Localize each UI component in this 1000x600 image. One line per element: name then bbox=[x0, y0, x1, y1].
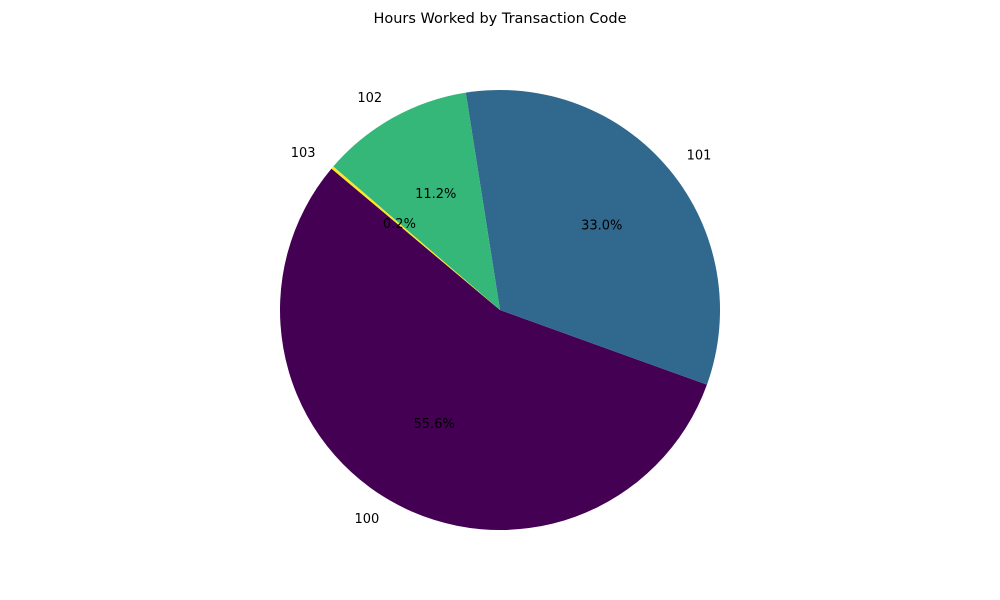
pie-slice-100 bbox=[279, 168, 707, 531]
percent-label-103: 0.2% bbox=[383, 217, 416, 232]
category-label-100: 100 bbox=[354, 512, 379, 527]
pie-slice-101 bbox=[465, 89, 721, 385]
pie-slice-103 bbox=[331, 166, 500, 310]
category-label-101: 101 bbox=[687, 148, 712, 163]
chart-title: Hours Worked by Transaction Code bbox=[373, 11, 627, 27]
category-label-102: 102 bbox=[357, 91, 382, 106]
pie-slice-102 bbox=[333, 92, 500, 310]
pie-labels: 100 55.6% 101 33.0% 102 11.2% 103 0.2% bbox=[291, 91, 712, 527]
category-label-103: 103 bbox=[291, 146, 316, 161]
percent-label-102: 11.2% bbox=[415, 187, 456, 202]
percent-label-101: 33.0% bbox=[581, 218, 622, 233]
pie-slices bbox=[279, 89, 721, 531]
percent-label-100: 55.6% bbox=[414, 417, 455, 432]
